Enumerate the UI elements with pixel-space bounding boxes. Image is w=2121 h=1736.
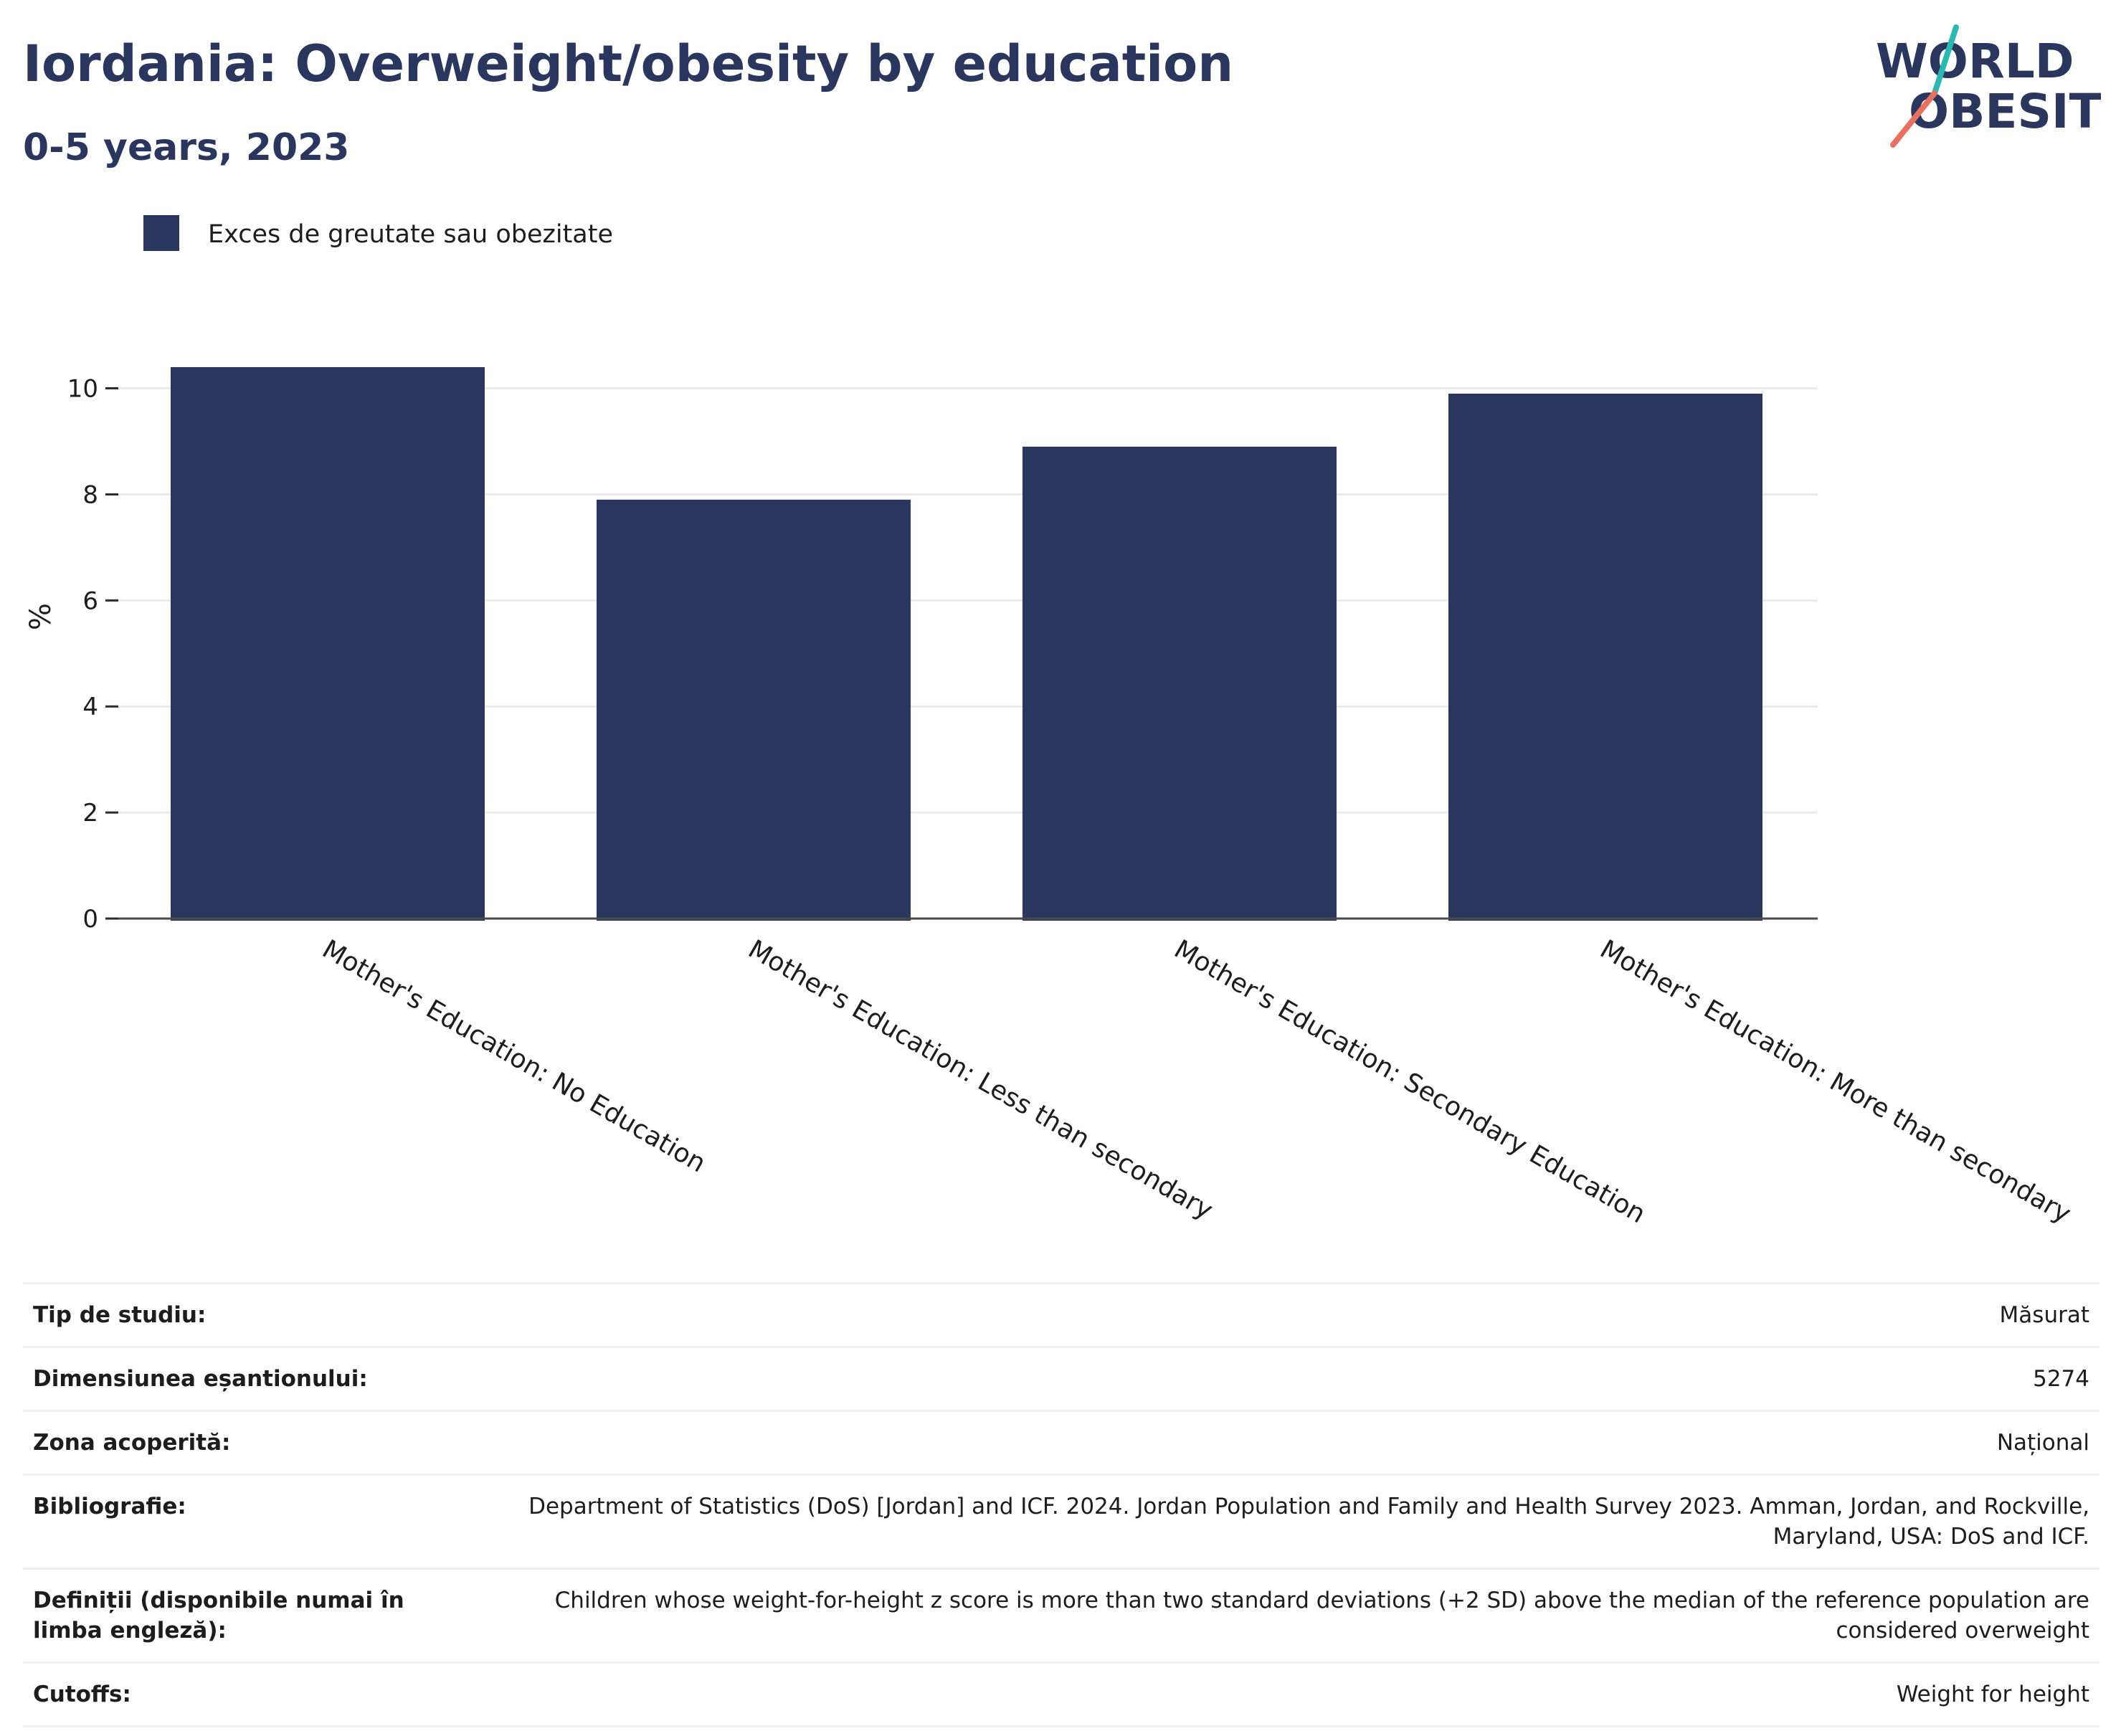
x-tick-label: Mother's Education: No Education xyxy=(318,934,711,1178)
metadata-value: Național xyxy=(1996,1430,2089,1456)
metadata-row: Dimensiunea eșantionului: 5274 xyxy=(23,1347,2099,1411)
metadata-value: Children whose weight-for-height z score… xyxy=(554,1588,2089,1643)
world-obesity-logo: WORLD OBESITY xyxy=(1876,24,2101,148)
x-tick-label: Mother's Education: More than secondary xyxy=(1595,934,2076,1229)
chart-area: Exces de greutate sau obezitate 0 2 4 6 8 10% M… xyxy=(0,186,2121,1248)
chart-title: Iordania: Overweight/obesity by educatio… xyxy=(23,34,1234,93)
logo-line-world: WORLD xyxy=(1876,34,2074,89)
bar-chart: Exces de greutate sau obezitate 0 2 4 6 8 10% M… xyxy=(24,215,2076,1229)
metadata-key: Dimensiunea eșantionului: xyxy=(33,1366,368,1392)
metadata-row: Cutoffs: Weight for height xyxy=(23,1662,2099,1727)
metadata-row: Tip de studiu: Măsurat xyxy=(23,1283,2099,1347)
y-axis-label: % xyxy=(24,603,57,630)
metadata-key: Zona acoperită: xyxy=(33,1430,231,1456)
y-tick-label: 6 xyxy=(82,587,98,615)
legend-swatch xyxy=(143,215,179,251)
x-tick-label: Mother's Education: Secondary Education xyxy=(1169,934,1651,1229)
bar xyxy=(1448,393,1762,921)
metadata-value: Măsurat xyxy=(1999,1302,2089,1328)
metadata-key: Definiții (disponibile numai în limba en… xyxy=(33,1588,404,1643)
metadata-table: Tip de studiu: Măsurat Dimensiunea eșantio… xyxy=(23,1282,2099,1727)
y-tick-label: 0 xyxy=(82,905,98,934)
logo-line-obesity: OBESITY xyxy=(1909,84,2101,139)
logo-slash-coral xyxy=(1890,90,1937,148)
metadata-key: Tip de studiu: xyxy=(33,1302,207,1328)
y-tick-label: 2 xyxy=(82,799,98,827)
y-tick-label: 10 xyxy=(67,375,98,404)
metadata-key: Bibliografie: xyxy=(33,1494,186,1519)
metadata-value: 5274 xyxy=(2033,1366,2089,1392)
metadata-row: Bibliografie: Department of Statistics (D… xyxy=(23,1474,2099,1569)
chart-subtitle: 0-5 years, 2023 xyxy=(23,126,350,169)
legend-label: Exces de greutate sau obezitate xyxy=(208,220,613,249)
bar xyxy=(171,366,485,921)
logo-slash-teal xyxy=(1932,24,1959,96)
metadata-value: Department of Statistics (DoS) [Jordan] … xyxy=(528,1494,2089,1550)
y-tick-label: 8 xyxy=(82,480,98,509)
y-tick-label: 4 xyxy=(82,693,98,721)
bar xyxy=(597,499,911,921)
bar xyxy=(1022,446,1337,921)
metadata-key: Cutoffs: xyxy=(33,1682,131,1707)
metadata-row: Zona acoperită: Național xyxy=(23,1410,2099,1475)
metadata-value: Weight for height xyxy=(1896,1682,2089,1707)
metadata-row: Definiții (disponibile numai în limba en… xyxy=(23,1568,2099,1663)
x-tick-label: Mother's Education: Less than secondary xyxy=(744,934,1218,1225)
